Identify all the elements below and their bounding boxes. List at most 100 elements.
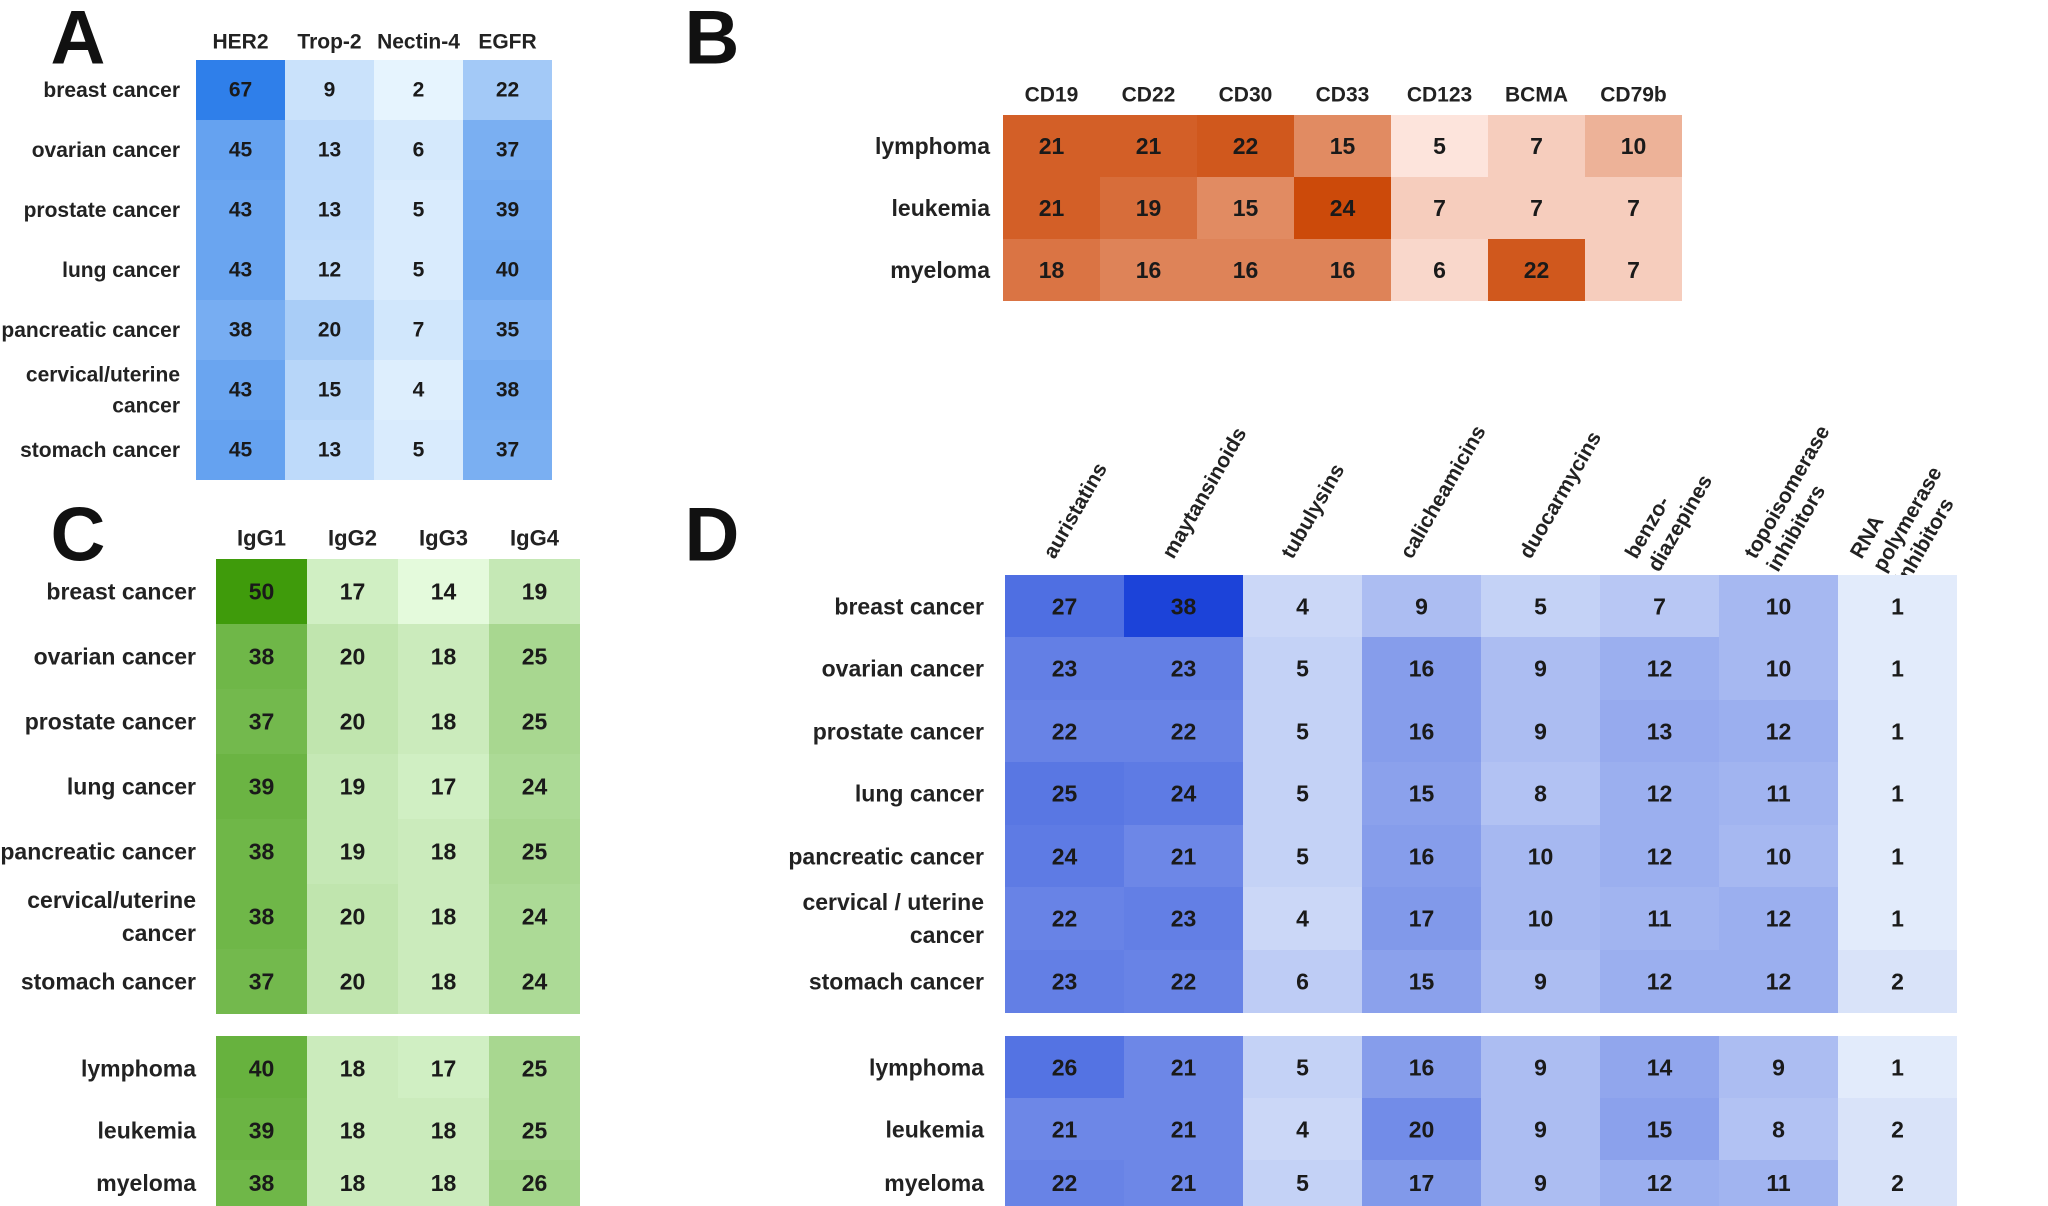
- heatmap-cell: [463, 420, 552, 480]
- heatmap-cell: [1838, 887, 1957, 950]
- heatmap-cell: [216, 559, 307, 624]
- heatmap-cell: [1838, 575, 1957, 638]
- heatmap-cell: [1719, 1098, 1838, 1161]
- row-label-cervical-uterine-cancer: cervical / uterine cancer: [802, 889, 984, 948]
- heatmap-cell: [1005, 637, 1124, 700]
- cell-value: 43: [229, 259, 252, 282]
- cell-value: 24: [522, 969, 548, 995]
- heatmap-cell: [1362, 1098, 1481, 1161]
- row-label-lymphoma: lymphoma: [81, 1056, 196, 1082]
- heatmap-cell: [489, 819, 580, 884]
- heatmap-cell: [398, 1098, 489, 1163]
- cell-value: 17: [1409, 906, 1435, 932]
- heatmap-cell: [1838, 825, 1957, 888]
- cell-value: 5: [1534, 594, 1547, 620]
- heatmap-cell: [489, 1098, 580, 1163]
- column-label-calicheamicins: calicheamicins: [1396, 422, 1491, 563]
- heatmap-cell: [374, 360, 463, 420]
- cell-value: 24: [1052, 844, 1078, 870]
- cell-value: 10: [1528, 844, 1554, 870]
- cell-value: 20: [340, 969, 366, 995]
- cell-value: 6: [1433, 257, 1446, 283]
- cell-value: 23: [1052, 656, 1078, 682]
- heatmap-cell: [1243, 887, 1362, 950]
- cell-value: 9: [1534, 719, 1547, 745]
- heatmap-cell: [307, 689, 398, 754]
- cell-value: 12: [1647, 844, 1673, 870]
- cell-value: 17: [1409, 1170, 1435, 1196]
- heatmap-cell: [1294, 239, 1391, 301]
- cell-value: 2: [1891, 969, 1904, 995]
- row-label-cervical-uterine-cancer: cervical/uterine cancer: [27, 887, 196, 946]
- cell-value: 22: [1233, 133, 1259, 159]
- heatmap-cell: [398, 754, 489, 819]
- cell-value: 38: [229, 319, 253, 342]
- heatmap-cell: [463, 120, 552, 180]
- cell-value: 18: [431, 969, 457, 995]
- cell-value: 12: [1647, 969, 1673, 995]
- column-label-cd30: CD30: [1219, 84, 1273, 107]
- cell-value: 21: [1052, 1117, 1078, 1143]
- heatmap-cell: [489, 624, 580, 689]
- cell-value: 21: [1171, 1170, 1197, 1196]
- heatmap-cell: [1005, 825, 1124, 888]
- cell-value: 19: [340, 839, 366, 865]
- heatmap-cell: [1243, 1098, 1362, 1161]
- cell-value: 18: [1039, 257, 1065, 283]
- cell-value: 7: [1627, 257, 1640, 283]
- heatmap-cell: [463, 180, 552, 240]
- heatmap-cell: [1481, 700, 1600, 763]
- cell-value: 24: [522, 904, 548, 930]
- heatmap-cell: [196, 180, 285, 240]
- cell-value: 20: [1409, 1117, 1435, 1143]
- heatmap-cell: [1481, 637, 1600, 700]
- heatmap-cell: [307, 949, 398, 1014]
- cell-value: 22: [1052, 906, 1078, 932]
- heatmap-cell: [398, 689, 489, 754]
- cell-value: 10: [1766, 656, 1792, 682]
- heatmap-cell: [285, 180, 374, 240]
- heatmap-cell: [216, 1098, 307, 1163]
- cell-value: 1: [1891, 594, 1904, 620]
- heatmap-cell: [196, 120, 285, 180]
- heatmap-cell: [1005, 950, 1124, 1013]
- cell-value: 21: [1039, 195, 1065, 221]
- heatmap-cell: [196, 60, 285, 120]
- cell-value: 38: [496, 379, 520, 402]
- heatmap-cell: [1243, 637, 1362, 700]
- heatmap-cell: [463, 300, 552, 360]
- cell-value: 25: [522, 644, 548, 670]
- heatmap-cell: [1243, 575, 1362, 638]
- cell-value: 16: [1409, 844, 1435, 870]
- cell-value: 13: [318, 139, 341, 162]
- heatmap-cell: [1197, 115, 1294, 177]
- heatmap-cell: [398, 1160, 489, 1206]
- cell-value: 18: [340, 1056, 366, 1082]
- cell-value: 20: [340, 904, 366, 930]
- cell-value: 38: [249, 644, 275, 670]
- cell-value: 24: [1330, 195, 1356, 221]
- heatmap-cell: [1362, 1160, 1481, 1206]
- heatmap-cell: [285, 240, 374, 300]
- heatmap-cell: [1600, 1098, 1719, 1161]
- cell-value: 7: [1530, 133, 1543, 159]
- heatmap-cell: [1600, 950, 1719, 1013]
- group-separator: [216, 1014, 580, 1036]
- column-label-cd33: CD33: [1316, 84, 1370, 107]
- heatmap-cell: [196, 300, 285, 360]
- cell-value: 16: [1330, 257, 1356, 283]
- cell-value: 17: [340, 579, 366, 605]
- heatmap-cell: [1600, 575, 1719, 638]
- row-label-lung-cancer: lung cancer: [855, 781, 984, 807]
- row-label-breast-cancer: breast cancer: [834, 594, 984, 620]
- column-label-igg1: IgG1: [237, 526, 286, 551]
- cell-value: 1: [1891, 844, 1904, 870]
- column-label-benzo-diazepines: benzo-diazepines: [1621, 458, 1717, 575]
- cell-value: 16: [1409, 1055, 1435, 1081]
- heatmap-cell: [1719, 700, 1838, 763]
- cell-value: 45: [229, 139, 253, 162]
- cell-value: 67: [229, 79, 252, 102]
- heatmap-cell: [1600, 762, 1719, 825]
- heatmap-cell: [398, 819, 489, 884]
